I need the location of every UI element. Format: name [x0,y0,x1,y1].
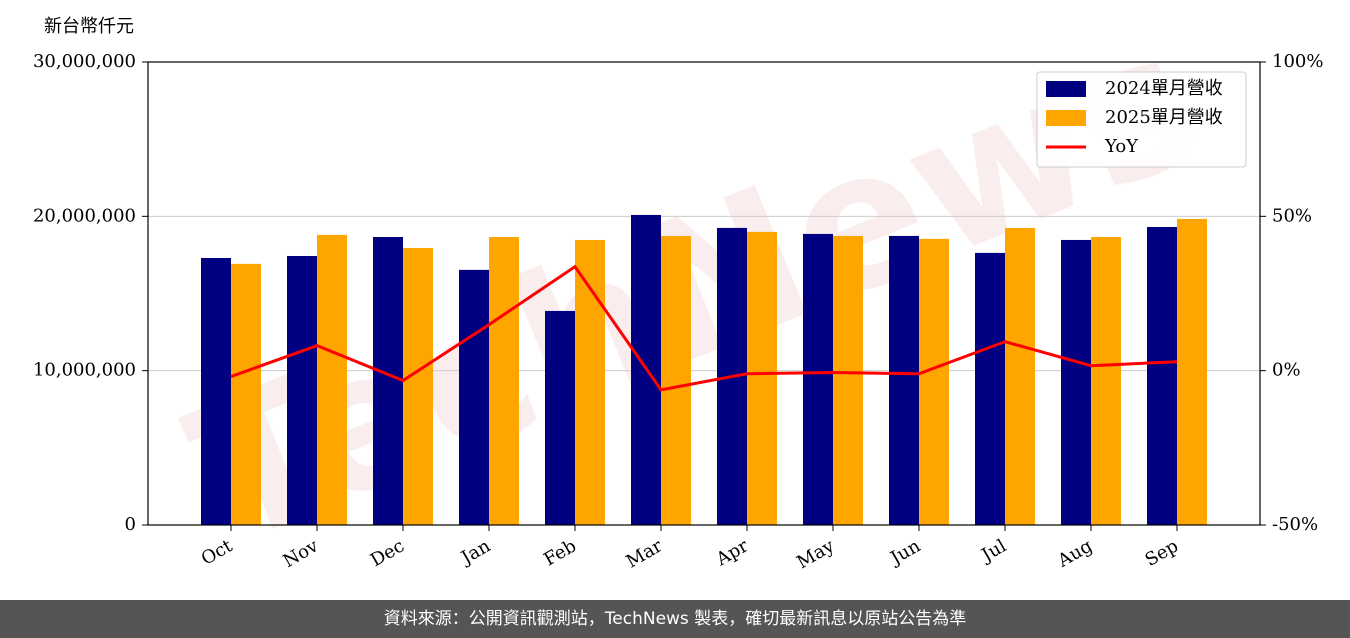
bar [489,237,519,525]
bar [287,255,317,525]
bar [575,239,605,525]
y-tick-label: 20,000,000 [33,205,136,226]
legend-box [1036,71,1247,168]
legend-label: YoY [1104,136,1139,157]
y2-tick-label: 0% [1272,360,1301,381]
bar [403,247,433,525]
footer: 資料來源：公開資訊觀測站，TechNews 製表，確切最新訊息以原站公告為準 [384,609,966,629]
bar [833,235,863,526]
y2-tick-label: -50% [1272,514,1318,535]
y-tick-label: 0 [125,514,136,535]
bar [803,233,833,525]
bar [661,235,691,526]
bar [747,231,777,525]
legend-swatch [1046,81,1086,97]
x-tick-label: Jan [456,535,494,569]
line [230,264,1178,392]
x-tick-label: Dec [367,535,408,571]
bar [975,252,1005,525]
x-tick-label: Feb [540,535,580,570]
x-tick-label: Aug [1053,535,1096,572]
bar [1005,227,1035,526]
x-tick-label: Sep [1142,535,1182,570]
bar [919,238,949,525]
legend-swatch [1046,110,1086,126]
footer-band [0,600,1350,638]
x-tick-label: May [793,535,838,573]
bar [1177,218,1207,525]
bar [1147,226,1177,525]
y-tick-label: 10,000,000 [33,360,136,381]
x-tick-label: Apr [712,535,752,570]
bar [201,258,231,525]
bar [1061,239,1091,525]
legend-label: 2025單月營收 [1105,107,1223,128]
bar [889,235,919,526]
bar [1091,237,1121,525]
bar [545,310,575,525]
y-tick-label: 30,000,000 [33,51,136,72]
plot-frame [147,61,1261,526]
y2-tick-label: 100% [1272,51,1323,72]
bar [459,269,489,525]
x-tick-label: Mar [623,535,667,572]
y-axis-label: 新台幣仟元 [44,16,134,37]
bar [317,234,347,525]
y2-tick-label: 50% [1272,205,1312,226]
bar [231,263,261,525]
legend-label: 2024單月營收 [1105,78,1223,99]
bar [373,237,403,525]
x-tick-label: Jul [976,535,1010,567]
x-tick-label: Jun [885,535,924,570]
